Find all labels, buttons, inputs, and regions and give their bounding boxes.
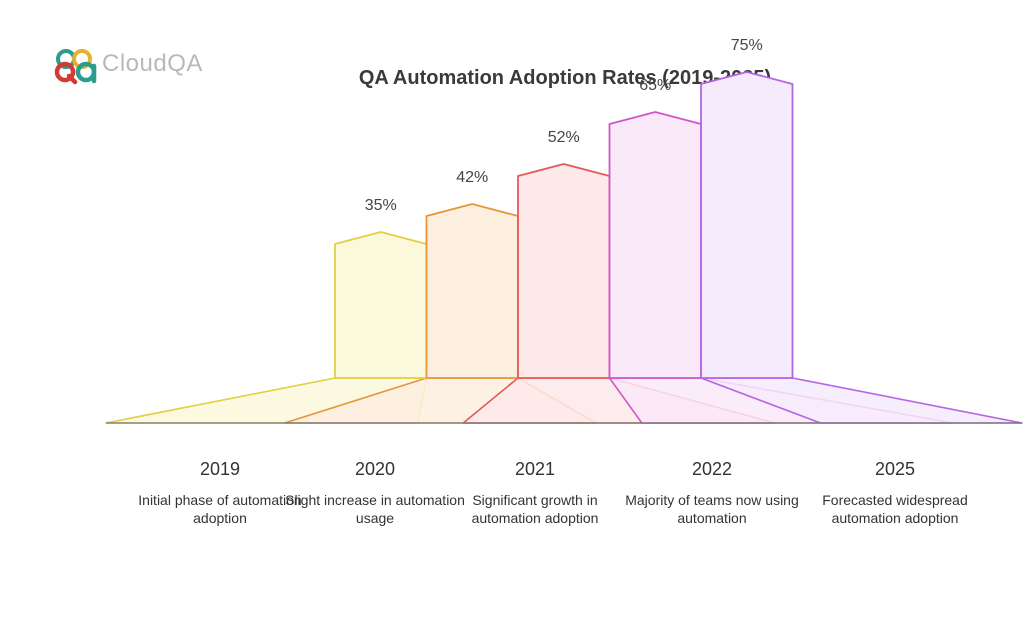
bar-2025 (700, 71, 794, 379)
description-2019: Initial phase of automation adoption (138, 492, 302, 526)
bar-2020 (425, 203, 519, 379)
chart-title: QA Automation Adoption Rates (2019-2025) (358, 67, 772, 89)
bar-2019 (334, 231, 428, 379)
value-label-2021: 52% (548, 129, 580, 146)
year-label-2021: 2021 (514, 459, 556, 479)
year-label-2019: 2019 (199, 459, 241, 479)
value-label-2019: 35% (365, 197, 397, 214)
description-2022: Majority of teams now using automation (625, 492, 799, 526)
qa-logo-icon (54, 49, 97, 85)
year-label-2020: 2020 (354, 459, 396, 479)
bar-2022 (608, 111, 702, 379)
description-2025: Forecasted widespread automation adoptio… (822, 492, 968, 526)
description-2021: Significant growth in automation adoptio… (471, 492, 599, 526)
value-label-2022: 65% (639, 77, 671, 94)
bar-2021 (517, 163, 611, 379)
cloudqa-logo: CloudQA (52, 46, 222, 86)
year-label-2025: 2025 (874, 459, 916, 479)
year-label-2022: 2022 (691, 459, 733, 479)
value-label-2025: 75% (731, 37, 763, 54)
value-label-2020: 42% (456, 169, 488, 186)
brand-wordmark: CloudQA (102, 50, 203, 77)
description-2020: Slight increase in automation usage (285, 492, 465, 526)
